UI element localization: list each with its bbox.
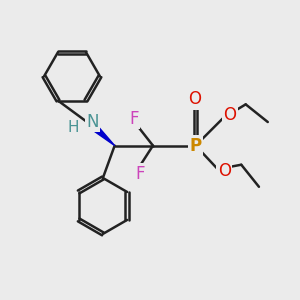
Text: F: F [135, 165, 144, 183]
Text: O: O [218, 163, 231, 181]
Text: N: N [86, 113, 99, 131]
Text: O: O [224, 106, 237, 124]
Text: P: P [190, 136, 202, 154]
Text: F: F [129, 110, 139, 128]
Text: O: O [188, 90, 201, 108]
Text: H: H [68, 120, 79, 135]
Polygon shape [91, 124, 115, 146]
